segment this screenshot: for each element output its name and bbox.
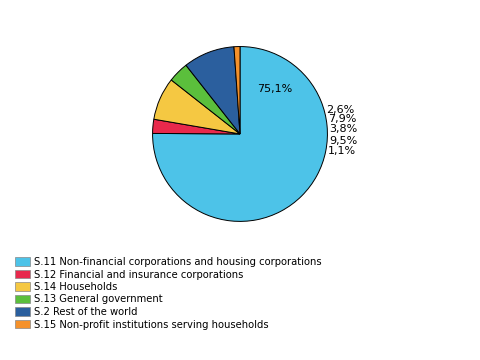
Wedge shape	[154, 80, 240, 134]
Text: 7,9%: 7,9%	[328, 114, 356, 124]
Wedge shape	[153, 119, 240, 134]
Text: 9,5%: 9,5%	[329, 136, 357, 147]
Text: 3,8%: 3,8%	[329, 125, 357, 135]
Text: 2,6%: 2,6%	[326, 105, 354, 115]
Wedge shape	[171, 65, 240, 134]
Wedge shape	[153, 46, 327, 221]
Wedge shape	[186, 47, 240, 134]
Wedge shape	[234, 46, 240, 134]
Legend: S.11 Non-financial corporations and housing corporations, S.12 Financial and ins: S.11 Non-financial corporations and hous…	[14, 257, 321, 329]
Text: 1,1%: 1,1%	[328, 146, 356, 156]
Text: 75,1%: 75,1%	[257, 84, 292, 94]
